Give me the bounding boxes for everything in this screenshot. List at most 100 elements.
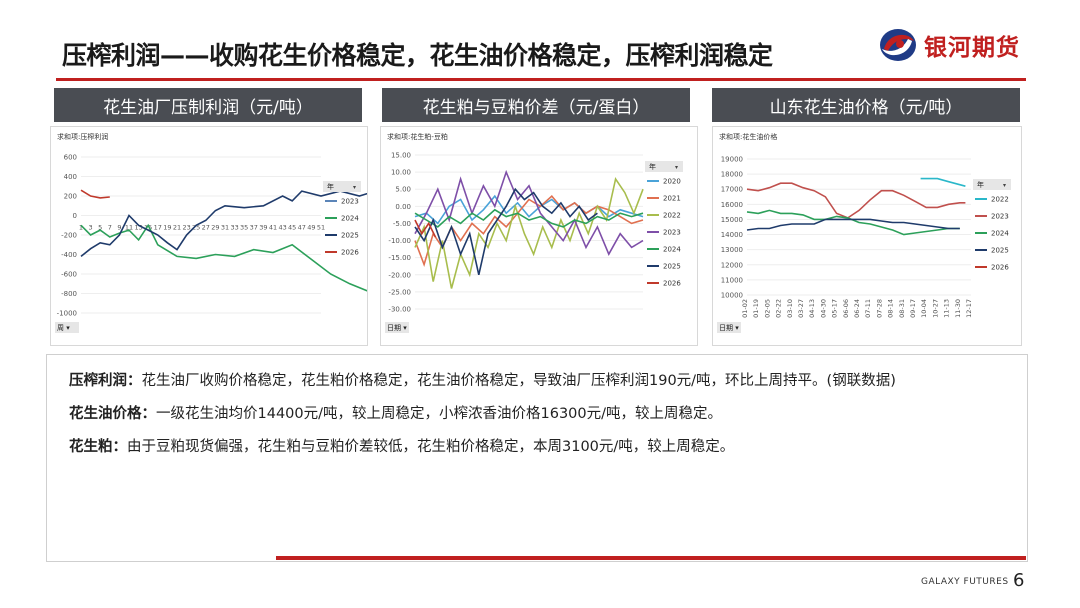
x-tick-label: 02-22 (775, 299, 783, 318)
paragraph-text: 由于豆粕现货偏强，花生粕与豆粕价差较低，花生粕价格稳定，本周3100元/吨，较上… (127, 439, 735, 455)
x-tick-label: 39 (259, 224, 267, 232)
paragraph-meal: 花生粕：由于豆粕现货偏强，花生粕与豆粕价差较低，花生粕价格稳定，本周3100元/… (69, 435, 734, 456)
chart-panel-profit: 求和项:压榨利润 600 400 200 0 -200 -400 -600 -800 -1000 1… (50, 126, 368, 346)
x-tick-label: 41 (269, 224, 277, 232)
x-tick-label: 07-28 (875, 299, 883, 318)
page-number: 6 (1013, 570, 1025, 591)
y-tick-label: -600 (61, 271, 77, 279)
x-tick-label: 09-17 (909, 299, 917, 318)
footer-brand: GALAXY FUTURES (921, 577, 1009, 587)
bottom-divider (276, 556, 1026, 560)
y-tick-label: -1000 (57, 310, 77, 318)
x-tick-label: 08-31 (898, 299, 906, 318)
series-line-2023 (414, 169, 644, 257)
legend-title: 年 (977, 180, 984, 189)
legend-title-box (973, 179, 1011, 190)
x-tick-label: 13 (134, 224, 142, 232)
y-tick-label: -5.00 (393, 220, 411, 228)
legend-label: 2024 (341, 215, 359, 223)
x-tick-label: 45 (288, 224, 296, 232)
y-tick-label: -15.00 (388, 254, 411, 262)
x-tick-label: 04-13 (808, 299, 816, 318)
y-tick-label: -800 (61, 290, 77, 298)
legend-label: 2023 (991, 213, 1009, 221)
x-tick-label: 07-11 (864, 299, 872, 318)
panel-header-spread: 花生粕与豆粕价差（元/蛋白） (382, 88, 690, 122)
legend-title-box (645, 161, 683, 172)
x-tick-label: 31 (221, 224, 229, 232)
legend-title-box (323, 181, 361, 192)
legend-label: 2023 (663, 229, 681, 237)
y-tick-label: -10.00 (388, 237, 411, 245)
y-tick-label: 10000 (721, 292, 743, 300)
spread-line-chart: 求和项:花生粕-豆粕 15.00 10.00 5.00 0.00 -5.00 -10.00 -… (385, 132, 683, 333)
y-tick-label: 19000 (721, 156, 743, 164)
y-tick-label: 17000 (721, 186, 743, 194)
filter-button (385, 322, 409, 333)
x-tick-label: 27 (202, 224, 210, 232)
paragraph-profit: 压榨利润：花生油厂收购价格稳定，花生粕价格稳定，花生油价格稳定，导致油厂压榨利润… (69, 369, 896, 390)
y-tick-label: 0 (73, 212, 77, 220)
x-tick-label: 03-10 (786, 299, 794, 318)
legend-label: 2025 (991, 247, 1009, 255)
legend-label: 2026 (991, 264, 1009, 272)
x-tick-label: 33 (230, 224, 238, 232)
x-tick-label: 06-24 (853, 299, 861, 318)
x-tick-label: 35 (240, 224, 248, 232)
y-tick-label: 15.00 (391, 152, 411, 160)
y-tick-label: 13000 (721, 246, 743, 254)
oil-price-line-chart: 求和项:花生油价格 19000 18000 17000 16000 15000 14000 1… (717, 132, 1011, 333)
chart-panel-oil-price: 求和项:花生油价格 19000 18000 17000 16000 15000 14000 1… (712, 126, 1022, 346)
legend-label: 2025 (341, 232, 359, 240)
galaxy-swirl-icon (880, 29, 916, 61)
series-line-2025 (80, 190, 367, 258)
legend-dropdown-icon: ▾ (353, 184, 356, 191)
panel-header-profit: 花生油厂压制利润（元/吨） (54, 88, 362, 122)
x-tick-label: 01-02 (741, 299, 749, 318)
paragraph-text: 一级花生油均价14400元/吨，较上周稳定，小榨浓香油价格16300元/吨，较上… (156, 406, 723, 422)
commentary-box: 压榨利润：花生油厂收购价格稳定，花生粕价格稳定，花生油价格稳定，导致油厂压榨利润… (46, 354, 1028, 562)
x-tick-label: 9 (117, 224, 121, 232)
legend-label: 2024 (663, 246, 681, 254)
series-line-2025 (746, 218, 960, 231)
legend-dropdown-icon: ▾ (1003, 182, 1006, 189)
filter-button (55, 322, 79, 333)
x-tick-label: 04-30 (819, 299, 827, 318)
paragraph-oil-price: 花生油价格：一级花生油均价14400元/吨，较上周稳定，小榨浓香油价格16300… (69, 402, 722, 423)
x-tick-label: 7 (108, 224, 112, 232)
x-tick-label: 47 (298, 224, 306, 232)
x-tick-label: 3 (89, 224, 93, 232)
x-tick-label: 02-05 (763, 299, 771, 318)
paragraph-label: 压榨利润： (69, 373, 142, 389)
series-line-2023 (746, 182, 966, 219)
field-label: 求和项:压榨利润 (57, 132, 108, 141)
x-tick-label: 10-04 (920, 299, 928, 318)
series-line-2024 (414, 208, 644, 228)
field-label: 求和项:花生粕-豆粕 (387, 132, 448, 141)
series-line-2022 (414, 177, 644, 289)
y-tick-label: 11000 (721, 276, 743, 284)
legend-label: 2022 (991, 196, 1009, 204)
legend-label: 2024 (991, 230, 1009, 238)
y-tick-label: 16000 (721, 201, 743, 209)
legend-title: 年 (327, 182, 334, 191)
x-tick-label: 11-13 (943, 299, 951, 318)
series-line-2026 (80, 189, 110, 199)
series-line-2024 (80, 223, 367, 292)
x-tick-label: 17 (154, 224, 162, 232)
x-tick-label: 21 (173, 224, 181, 232)
x-tick-label: 11-30 (954, 299, 962, 318)
panel-header-oil-price: 山东花生油价格（元/吨） (712, 88, 1020, 122)
x-tick-label: 43 (278, 224, 286, 232)
paragraph-label: 花生油价格： (69, 406, 156, 422)
y-tick-label: -25.00 (388, 288, 411, 296)
x-tick-label: 1 (79, 224, 83, 232)
x-tick-label: 10-27 (931, 299, 939, 318)
series-line-2022 (920, 177, 966, 187)
y-tick-label: 14000 (721, 231, 743, 239)
y-tick-label: 200 (64, 193, 77, 201)
x-tick-label: 06-06 (842, 299, 850, 318)
x-tick-label: 08-14 (887, 299, 895, 318)
x-tick-label: 12-17 (965, 299, 973, 318)
y-tick-label: -400 (61, 251, 77, 259)
